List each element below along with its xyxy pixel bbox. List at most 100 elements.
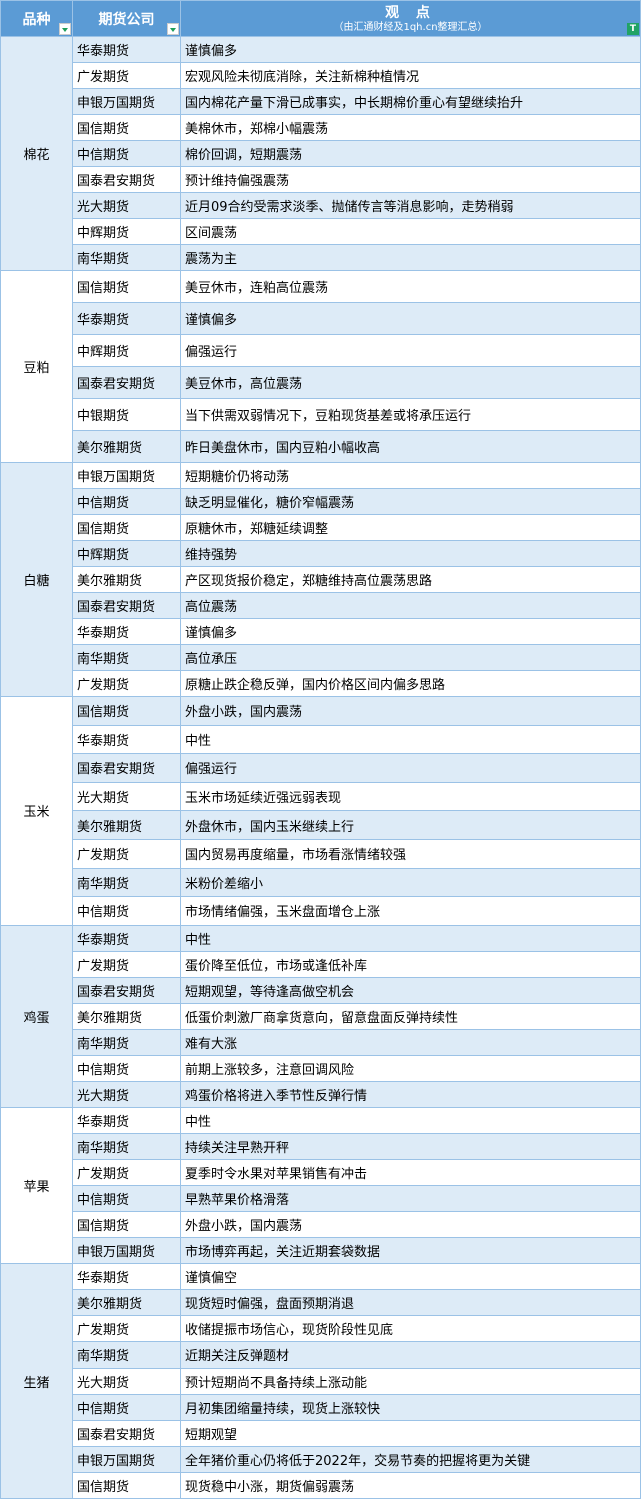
view-cell: 持续关注早熟开秤 xyxy=(180,1132,641,1160)
company-cell: 南华期货 xyxy=(72,1341,181,1369)
table-row: 国泰君安期货 短期观望，等待逢高做空机会 xyxy=(1,976,641,1004)
company-cell: 中信期货 xyxy=(72,488,181,515)
table-row: 国泰君安期货 短期观望 xyxy=(1,1419,641,1448)
table-row: 美尔雅期货 外盘休市，国内玉米继续上行 xyxy=(1,810,641,840)
variety-cell: 玉米 xyxy=(0,696,73,926)
table-row: 南华期货 近期关注反弹题材 xyxy=(1,1341,641,1369)
view-cell: 当下供需双弱情况下，豆粕现货基差或将承压运行 xyxy=(180,398,641,431)
filter-dropdown-icon[interactable] xyxy=(167,23,179,35)
table-row: 广发期货 原糖止跌企稳反弹，国内价格区间内偏多思路 xyxy=(1,670,641,697)
variety-cell: 苹果 xyxy=(0,1106,73,1264)
company-cell: 华泰期货 xyxy=(72,924,181,952)
company-cell: 美尔雅期货 xyxy=(72,430,181,463)
table-row: 美尔雅期货 现货短时偏强，盘面预期消退 xyxy=(1,1288,641,1317)
table-row: 中辉期货 维持强势 xyxy=(1,540,641,567)
company-cell: 广发期货 xyxy=(72,838,181,869)
view-cell: 低蛋价刺激厂商拿货意向，留意盘面反弹持续性 xyxy=(180,1002,641,1030)
header-variety: 品种 xyxy=(0,0,73,37)
table-row: 光大期货 玉米市场延续近强远弱表现 xyxy=(1,781,641,812)
view-cell: 美豆休市，连粕高位震荡 xyxy=(180,270,641,303)
view-cell: 高位震荡 xyxy=(180,592,641,619)
company-cell: 美尔雅期货 xyxy=(72,810,181,840)
filter-dropdown-icon[interactable] xyxy=(59,23,71,35)
view-cell: 收储提振市场信心，现货阶段性见底 xyxy=(180,1315,641,1343)
company-cell: 国泰君安期货 xyxy=(72,976,181,1004)
view-cell: 原糖止跌企稳反弹，国内价格区间内偏多思路 xyxy=(180,670,641,697)
view-cell: 鸡蛋价格将进入季节性反弹行情 xyxy=(180,1080,641,1108)
company-cell: 国信期货 xyxy=(72,514,181,541)
table-row: 中信期货 缺乏明显催化，糖价窄幅震荡 xyxy=(1,488,641,515)
company-cell: 美尔雅期货 xyxy=(72,1288,181,1317)
view-cell: 宏观风险未彻底消除，关注新棉种植情况 xyxy=(180,62,641,89)
header-view-label: 观 点 xyxy=(385,5,436,21)
table-row: 国信期货 美棉休市，郑棉小幅震荡 xyxy=(1,114,641,141)
table-row: 申银万国期货 市场博弈再起，关注近期套袋数据 xyxy=(1,1236,641,1264)
view-cell: 区间震荡 xyxy=(180,218,641,245)
view-cell: 外盘休市，国内玉米继续上行 xyxy=(180,810,641,840)
table-row: 申银万国期货 国内棉花产量下滑已成事实，中长期棉价重心有望继续抬升 xyxy=(1,88,641,115)
view-cell: 中性 xyxy=(180,924,641,952)
view-cell: 外盘小跌，国内震荡 xyxy=(180,696,641,726)
table-row: 中信期货 早熟苹果价格滑落 xyxy=(1,1184,641,1212)
table-row: 华泰期货 谨慎偏多 xyxy=(1,618,641,645)
view-cell: 短期观望 xyxy=(180,1419,641,1448)
view-cell: 前期上涨较多，注意回调风险 xyxy=(180,1054,641,1082)
company-cell: 华泰期货 xyxy=(72,724,181,755)
view-cell: 美豆休市，高位震荡 xyxy=(180,366,641,399)
company-cell: 美尔雅期货 xyxy=(72,566,181,593)
company-cell: 国泰君安期货 xyxy=(72,366,181,399)
company-cell: 申银万国期货 xyxy=(72,462,181,489)
view-cell: 蛋价降至低位，市场或逢低补库 xyxy=(180,950,641,978)
table-row: 中信期货 月初集团缩量持续，现货上涨较快 xyxy=(1,1393,641,1421)
company-cell: 南华期货 xyxy=(72,1028,181,1056)
view-cell: 高位承压 xyxy=(180,644,641,671)
company-cell: 中信期货 xyxy=(72,140,181,167)
table-row: 光大期货 预计短期尚不具备持续上涨动能 xyxy=(1,1367,641,1395)
view-cell: 中性 xyxy=(180,724,641,755)
view-cell: 国内贸易再度缩量，市场看涨情绪较强 xyxy=(180,838,641,869)
filter-active-icon[interactable]: T xyxy=(627,23,639,35)
company-cell: 华泰期货 xyxy=(72,1106,181,1134)
view-cell: 偏强运行 xyxy=(180,334,641,367)
view-cell: 产区现货报价稳定，郑糖维持高位震荡思路 xyxy=(180,566,641,593)
header-view: 观 点 （由汇通财经及1qh.cn整理汇总） T xyxy=(180,0,641,37)
view-cell: 近期关注反弹题材 xyxy=(180,1341,641,1369)
view-cell: 维持强势 xyxy=(180,540,641,567)
table-row: 白糖 申银万国期货 短期糖价仍将动荡 xyxy=(0,462,641,697)
view-cell: 短期观望，等待逢高做空机会 xyxy=(180,976,641,1004)
company-cell: 申银万国期货 xyxy=(72,1446,181,1474)
company-cell: 国信期货 xyxy=(72,1472,181,1500)
header-view-source: （由汇通财经及1qh.cn整理汇总） xyxy=(333,22,488,33)
table-row: 国信期货 原糖休市，郑糖延续调整 xyxy=(1,514,641,541)
view-cell: 国内棉花产量下滑已成事实，中长期棉价重心有望继续抬升 xyxy=(180,88,641,115)
view-cell: 美棉休市，郑棉小幅震荡 xyxy=(180,114,641,141)
variety-cell: 鸡蛋 xyxy=(0,924,73,1108)
view-cell: 预计维持偏强震荡 xyxy=(180,166,641,193)
view-cell: 早熟苹果价格滑落 xyxy=(180,1184,641,1212)
view-cell: 棉价回调，短期震荡 xyxy=(180,140,641,167)
view-cell: 夏季时令水果对苹果销售有冲击 xyxy=(180,1158,641,1186)
table-row: 广发期货 国内贸易再度缩量，市场看涨情绪较强 xyxy=(1,838,641,869)
view-cell: 市场情绪偏强，玉米盘面增仓上涨 xyxy=(180,896,641,926)
company-cell: 申银万国期货 xyxy=(72,1236,181,1264)
table-row: 光大期货 鸡蛋价格将进入季节性反弹行情 xyxy=(1,1080,641,1108)
table-row: 广发期货 夏季时令水果对苹果销售有冲击 xyxy=(1,1158,641,1186)
company-cell: 国泰君安期货 xyxy=(72,166,181,193)
company-cell: 中信期货 xyxy=(72,896,181,926)
view-cell: 缺乏明显催化，糖价窄幅震荡 xyxy=(180,488,641,515)
company-cell: 国泰君安期货 xyxy=(72,753,181,783)
company-cell: 国信期货 xyxy=(72,270,181,303)
table-row: 南华期货 米粉价差缩小 xyxy=(1,867,641,898)
company-cell: 中银期货 xyxy=(72,398,181,431)
table-row: 美尔雅期货 产区现货报价稳定，郑糖维持高位震荡思路 xyxy=(1,566,641,593)
table-row: 豆粕 国信期货 美豆休市，连粕高位震荡 xyxy=(0,270,641,463)
view-cell: 外盘小跌，国内震荡 xyxy=(180,1210,641,1238)
table-row: 国泰君安期货 高位震荡 xyxy=(1,592,641,619)
view-cell: 谨慎偏多 xyxy=(180,618,641,645)
company-cell: 广发期货 xyxy=(72,950,181,978)
company-cell: 中辉期货 xyxy=(72,334,181,367)
view-cell: 难有大涨 xyxy=(180,1028,641,1056)
variety-cell: 豆粕 xyxy=(0,270,73,463)
company-cell: 中辉期货 xyxy=(72,540,181,567)
